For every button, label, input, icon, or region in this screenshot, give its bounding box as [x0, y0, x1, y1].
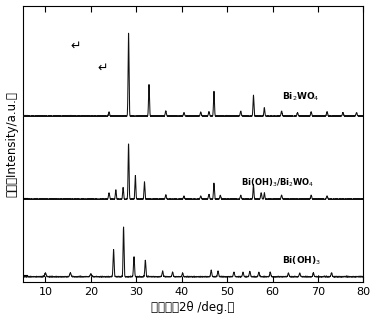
Text: ↵: ↵ [70, 40, 81, 53]
Y-axis label: 强度（Intensity/a.u.）: 强度（Intensity/a.u.） [6, 91, 18, 197]
Text: Bi(OH)$_3$: Bi(OH)$_3$ [282, 254, 321, 267]
X-axis label: 衍射角（2θ /deg.）: 衍射角（2θ /deg.） [152, 301, 235, 315]
Text: Bi(OH)$_3$/Bi$_2$WO$_4$: Bi(OH)$_3$/Bi$_2$WO$_4$ [241, 177, 314, 189]
Text: ↵: ↵ [98, 62, 108, 75]
Text: Bi$_2$WO$_4$: Bi$_2$WO$_4$ [282, 91, 319, 103]
